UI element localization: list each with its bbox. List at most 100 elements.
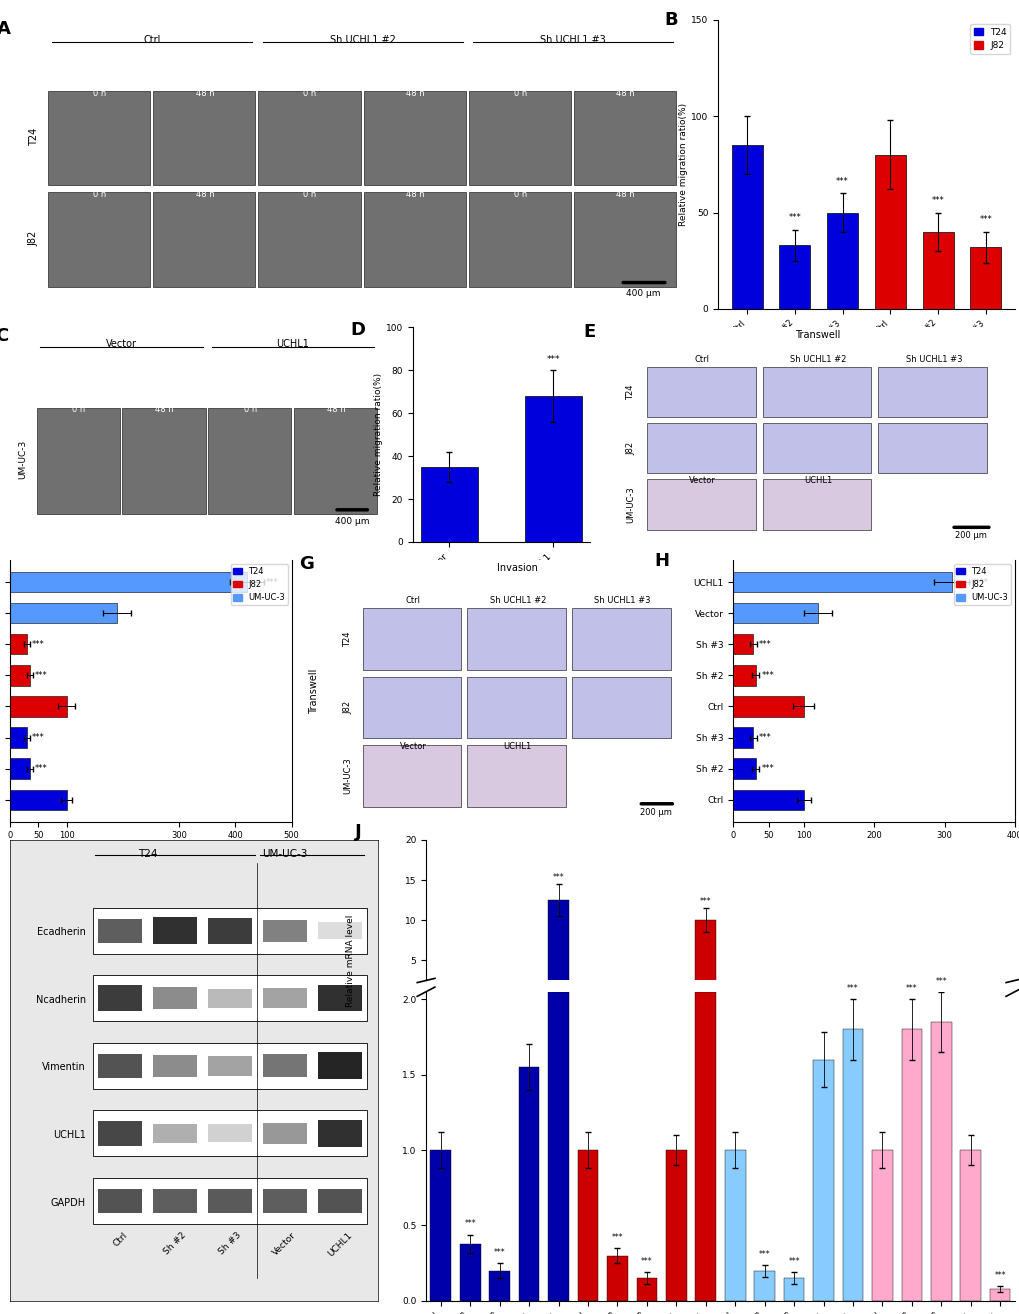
Text: J82: J82 bbox=[342, 700, 352, 714]
Text: Invasion: Invasion bbox=[497, 564, 538, 573]
Bar bbox=[10, 635, 28, 654]
Bar bbox=[122, 407, 206, 514]
Bar bbox=[826, 213, 857, 309]
Bar bbox=[547, 992, 569, 1301]
Text: UM-UC-3: UM-UC-3 bbox=[262, 849, 308, 859]
Bar bbox=[754, 1271, 774, 1301]
X-axis label: Relative number (% of Ctrl): Relative number (% of Ctrl) bbox=[89, 844, 213, 851]
Y-axis label: Relative mRNA level: Relative mRNA level bbox=[346, 915, 355, 1007]
Y-axis label: Relative migration ratio(%): Relative migration ratio(%) bbox=[374, 373, 382, 497]
Bar bbox=[469, 192, 571, 286]
Bar bbox=[48, 192, 150, 286]
Text: ***: *** bbox=[699, 896, 711, 905]
Bar bbox=[318, 1189, 362, 1213]
Bar bbox=[646, 423, 755, 473]
Bar bbox=[430, 1150, 450, 1301]
Bar bbox=[874, 155, 905, 309]
Text: Ctrl: Ctrl bbox=[694, 355, 709, 364]
Bar bbox=[574, 192, 676, 286]
Bar bbox=[733, 665, 755, 686]
Text: UCHL1: UCHL1 bbox=[276, 339, 309, 348]
Text: ***: *** bbox=[934, 976, 947, 986]
Text: GAPDH: GAPDH bbox=[51, 1197, 86, 1208]
Bar bbox=[733, 790, 803, 809]
Text: ***: *** bbox=[552, 872, 564, 882]
Text: ***: *** bbox=[33, 640, 45, 649]
Bar bbox=[153, 192, 255, 286]
Legend: T24, J82: T24, J82 bbox=[969, 24, 1010, 54]
Text: D: D bbox=[351, 321, 365, 339]
Text: UCHL1: UCHL1 bbox=[326, 1230, 354, 1257]
Text: ***: *** bbox=[788, 1257, 799, 1267]
Text: ***: *** bbox=[546, 355, 559, 364]
Bar bbox=[733, 696, 803, 716]
Text: Vector: Vector bbox=[688, 476, 715, 485]
Text: Sh UCHL1 #2: Sh UCHL1 #2 bbox=[789, 355, 846, 364]
Text: Sh #3: Sh #3 bbox=[217, 1230, 243, 1256]
Bar bbox=[969, 247, 1001, 309]
Bar bbox=[783, 1279, 804, 1301]
Text: 0 h: 0 h bbox=[514, 191, 527, 200]
Bar bbox=[10, 758, 30, 779]
Text: Vector: Vector bbox=[271, 1230, 298, 1257]
Bar bbox=[695, 920, 715, 1000]
Bar bbox=[421, 466, 478, 541]
Text: 48 h: 48 h bbox=[615, 191, 635, 200]
Text: 0 h: 0 h bbox=[93, 191, 106, 200]
Bar bbox=[871, 1150, 892, 1301]
Text: UM-UC-3: UM-UC-3 bbox=[342, 757, 352, 794]
Bar bbox=[525, 396, 582, 541]
Bar bbox=[960, 1150, 980, 1301]
Text: Vector: Vector bbox=[106, 339, 137, 348]
Bar bbox=[646, 480, 755, 530]
Text: 400 μm: 400 μm bbox=[334, 516, 369, 526]
Bar bbox=[48, 91, 150, 185]
Text: Ctrl: Ctrl bbox=[144, 35, 161, 45]
Text: ***: *** bbox=[758, 1250, 769, 1259]
Bar bbox=[98, 918, 142, 942]
Text: Sh UCHL1 #3: Sh UCHL1 #3 bbox=[905, 355, 961, 364]
Bar bbox=[519, 1067, 539, 1301]
Text: Ncadherin: Ncadherin bbox=[36, 995, 86, 1005]
Bar bbox=[469, 91, 571, 185]
Bar bbox=[98, 1121, 142, 1146]
Text: G: G bbox=[300, 555, 314, 573]
Bar bbox=[733, 603, 817, 623]
Text: ***: *** bbox=[35, 671, 48, 679]
Text: J82: J82 bbox=[626, 442, 635, 455]
Text: ***: *** bbox=[930, 196, 944, 205]
Text: 48 h: 48 h bbox=[196, 191, 214, 200]
Text: T24: T24 bbox=[138, 849, 157, 859]
Text: ***: *** bbox=[847, 984, 858, 993]
Bar bbox=[877, 367, 986, 418]
Text: Vector: Vector bbox=[399, 741, 426, 750]
Text: ***: *** bbox=[758, 733, 770, 742]
Bar bbox=[318, 986, 362, 1012]
Text: 48 h: 48 h bbox=[406, 191, 424, 200]
X-axis label: Relative number (% of Ctrl): Relative number (% of Ctrl) bbox=[811, 844, 935, 851]
Text: 0 h: 0 h bbox=[93, 89, 106, 97]
Bar bbox=[606, 1256, 627, 1301]
Bar bbox=[93, 1177, 367, 1225]
Bar bbox=[10, 696, 66, 716]
Bar bbox=[318, 1053, 362, 1079]
Text: ***: *** bbox=[640, 1257, 652, 1267]
Text: 200 μm: 200 μm bbox=[640, 808, 672, 817]
Bar bbox=[364, 192, 466, 286]
Bar bbox=[258, 192, 360, 286]
Bar bbox=[98, 1189, 142, 1213]
Text: UM-UC-3: UM-UC-3 bbox=[18, 440, 28, 478]
Bar bbox=[208, 1189, 252, 1213]
Bar bbox=[574, 91, 676, 185]
Bar bbox=[646, 367, 755, 418]
Text: Sh UCHL1 #2: Sh UCHL1 #2 bbox=[329, 35, 395, 45]
Bar bbox=[695, 992, 715, 1301]
Bar bbox=[10, 572, 247, 593]
Bar bbox=[10, 728, 28, 748]
Bar bbox=[364, 91, 466, 185]
Text: H: H bbox=[654, 552, 668, 570]
Y-axis label: Relative migration ratio(%): Relative migration ratio(%) bbox=[679, 102, 688, 226]
Text: 48 h: 48 h bbox=[196, 89, 214, 97]
Bar bbox=[733, 572, 951, 593]
Text: ***: *** bbox=[33, 733, 45, 742]
